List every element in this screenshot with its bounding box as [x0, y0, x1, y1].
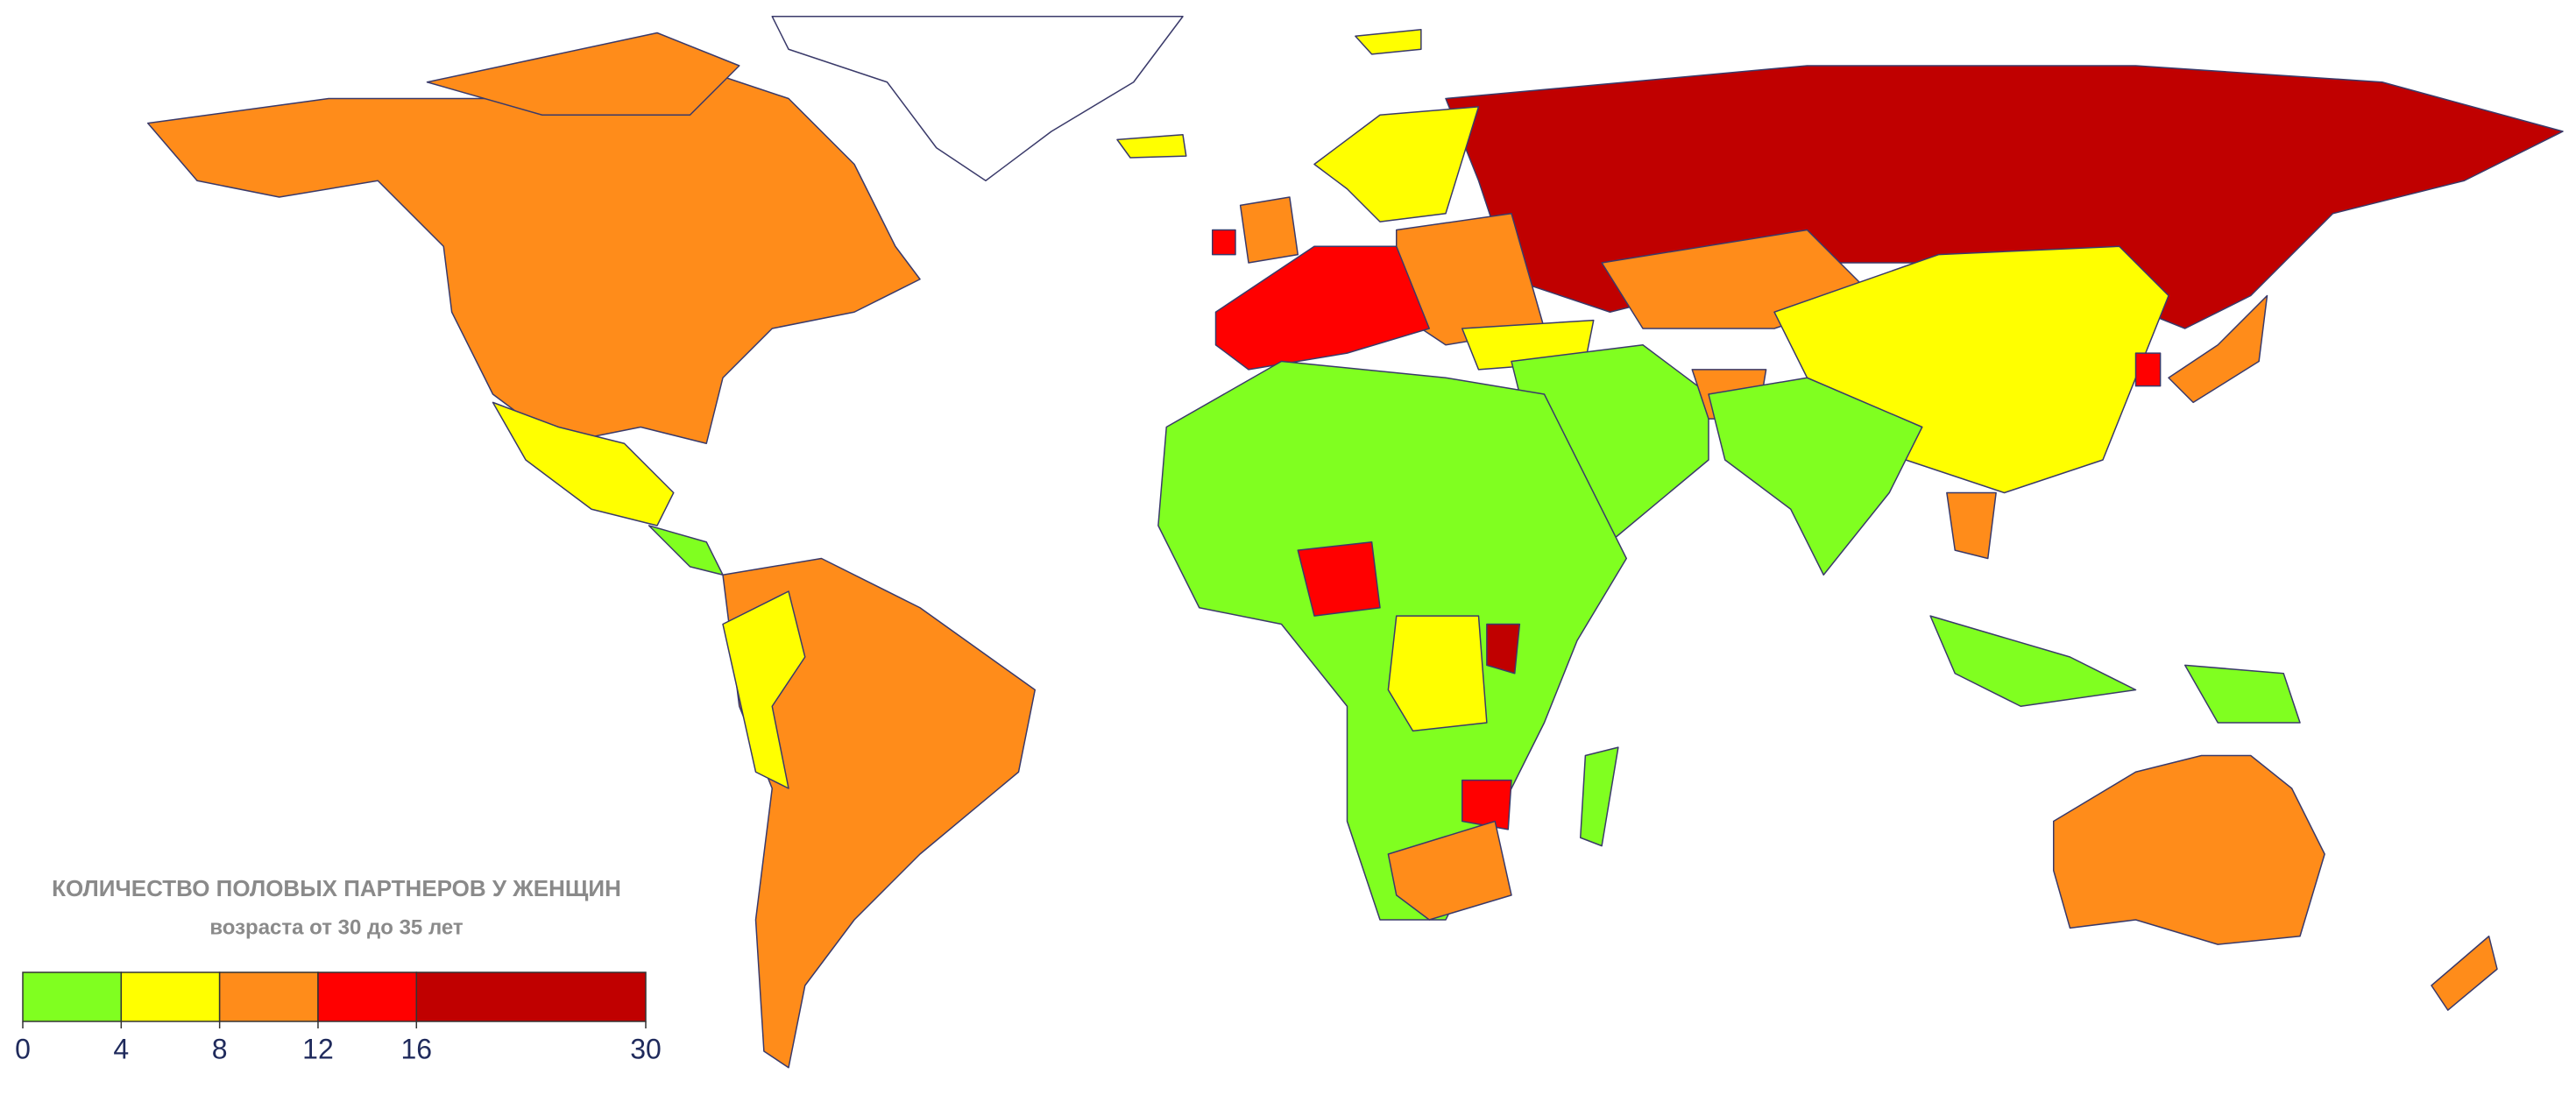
japan	[2168, 294, 2268, 404]
ireland	[1212, 229, 1236, 256]
legend-bin	[120, 971, 221, 1022]
legend-tick-label: 30	[630, 1033, 662, 1064]
papua	[2184, 664, 2301, 724]
india	[1708, 377, 1923, 576]
legend-bin	[415, 971, 647, 1022]
central-america	[648, 525, 724, 576]
western-europe	[1214, 245, 1430, 371]
legend-tick-label: 16	[400, 1033, 432, 1064]
legend-tick-label: 4	[113, 1033, 129, 1064]
legend-tick-label: 0	[15, 1033, 31, 1064]
legend-bin	[317, 971, 418, 1022]
mexico	[492, 401, 675, 526]
zimbabwe	[1461, 779, 1512, 830]
greenland	[771, 16, 1184, 181]
iceland	[1116, 134, 1187, 159]
legend: 0 4 8 12 16 30	[15, 971, 662, 1064]
australia	[2053, 754, 2325, 945]
legend-tick-label: 8	[212, 1033, 228, 1064]
thailand	[1946, 491, 1997, 560]
legend-subtitle: возраста от 30 до 35 лет	[209, 915, 464, 939]
uganda	[1486, 623, 1521, 675]
legend-title: КОЛИЧЕСТВО ПОЛОВЫХ ПАРТНЕРОВ У ЖЕНЩИН	[52, 875, 621, 901]
uk	[1239, 196, 1299, 264]
scandinavia	[1313, 106, 1480, 223]
legend-bin	[22, 971, 123, 1022]
countries	[147, 16, 2564, 1069]
svalbard	[1355, 29, 1422, 55]
legend-tick-label: 12	[302, 1033, 334, 1064]
nigeria	[1297, 541, 1381, 617]
korea	[2134, 352, 2162, 387]
south-africa	[1387, 820, 1512, 921]
arctic-islands	[426, 32, 740, 116]
new-zealand	[2431, 936, 2498, 1011]
north-america	[147, 65, 921, 444]
indonesia	[1929, 615, 2137, 707]
africa	[1157, 360, 1627, 921]
drc	[1387, 615, 1488, 732]
madagascar	[1580, 746, 1619, 847]
andes	[722, 590, 806, 789]
legend-bin	[218, 971, 319, 1022]
